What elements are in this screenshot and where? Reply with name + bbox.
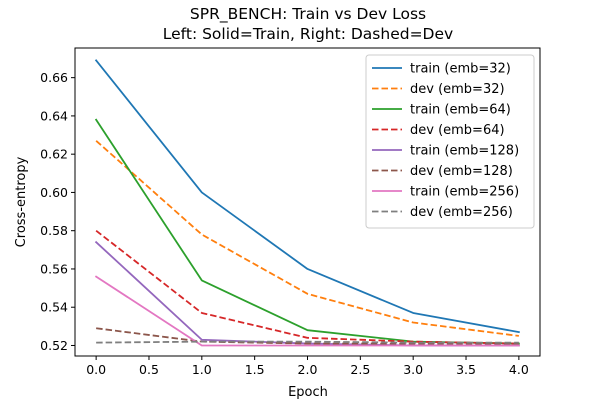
legend-box bbox=[365, 54, 535, 229]
x-tick-label: 2.0 bbox=[298, 362, 318, 377]
legend-label-7: train (emb=256) bbox=[410, 185, 519, 200]
y-tick-label: 0.56 bbox=[40, 261, 68, 276]
x-tick-label: 4.0 bbox=[509, 362, 529, 377]
chart-title: SPR_BENCH: Train vs Dev Loss bbox=[190, 5, 426, 24]
series-line-7 bbox=[94, 275, 520, 347]
x-tick-label: 3.0 bbox=[403, 362, 423, 377]
x-axis-label: Epoch bbox=[288, 385, 328, 400]
x-tick-label: 0.0 bbox=[86, 362, 106, 377]
legend-label-8: dev (emb=256) bbox=[410, 205, 513, 220]
y-tick-label: 0.64 bbox=[40, 108, 68, 123]
series-line-8 bbox=[96, 340, 519, 344]
legend-label-1: train (emb=32) bbox=[410, 62, 511, 77]
y-tick-label: 0.52 bbox=[40, 338, 68, 353]
legend-label-4: dev (emb=64) bbox=[410, 123, 505, 138]
y-tick-label: 0.58 bbox=[40, 223, 68, 238]
x-tick-label: 2.5 bbox=[350, 362, 370, 377]
y-tick-label: 0.60 bbox=[40, 185, 68, 200]
plot-frame bbox=[74, 47, 541, 357]
x-tick-label: 0.5 bbox=[139, 362, 159, 377]
legend: train (emb=32) dev (emb=32) train (emb=64)… bbox=[365, 54, 535, 229]
legend-label-6: dev (emb=128) bbox=[410, 164, 513, 179]
x-tick-label: 1.0 bbox=[192, 362, 212, 377]
legend-label-2: dev (emb=32) bbox=[410, 82, 505, 97]
x-tick-label: 1.5 bbox=[245, 362, 265, 377]
x-tick-label: 3.5 bbox=[456, 362, 476, 377]
legend-label-5: train (emb=128) bbox=[410, 144, 519, 159]
chart-subtitle: Left: Solid=Train, Right: Dashed=Dev bbox=[163, 25, 453, 43]
y-tick-label: 0.66 bbox=[40, 70, 68, 85]
y-axis-label: Cross-entropy bbox=[14, 156, 29, 247]
legend-label-3: train (emb=64) bbox=[410, 103, 511, 118]
series-line-2 bbox=[95, 140, 519, 337]
series-line-4 bbox=[95, 229, 519, 345]
series-layer bbox=[94, 59, 520, 347]
series-line-6 bbox=[96, 327, 519, 345]
y-tick-label: 0.54 bbox=[40, 300, 68, 315]
series-line-1 bbox=[94, 59, 520, 334]
y-tick-label: 0.62 bbox=[40, 147, 68, 162]
ticks-layer: 0.0 0.5 1.0 1.5 2.0 2.5 3.0 3.5 4.0 0.52 0.54 0.56 0… bbox=[40, 70, 529, 377]
